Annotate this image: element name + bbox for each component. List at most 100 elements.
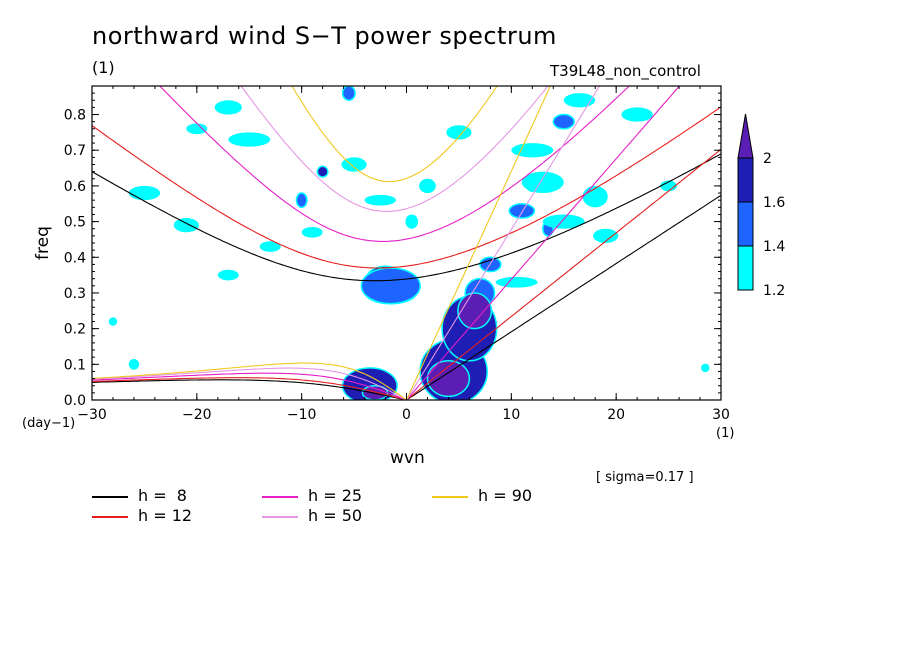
legend-swatch [262, 496, 298, 498]
legend-swatch [262, 516, 298, 518]
dispersion-curve-ig [240, 86, 549, 212]
y-tick-label: 0.7 [64, 143, 86, 159]
contour-region [508, 203, 536, 219]
legend-item-h90: h = 90 [432, 486, 572, 506]
colorbar-extension [737, 113, 754, 159]
dispersion-curve-kelvin [405, 86, 551, 400]
x-tick-label: −10 [287, 407, 317, 423]
dispersion-curve-rossby [92, 372, 407, 400]
dispersion-curve-ig [92, 106, 721, 269]
colorbar-segment [737, 157, 754, 203]
colorbar-label: 2 [763, 151, 772, 167]
axis-ticks: −30 −20 −10 0 10 20 30 0.0 0.1 0.2 0.3 0.4 0.5 0.6 0.7… [64, 86, 730, 423]
legend-label: h = 90 [478, 486, 533, 505]
dispersion-curve-kelvin [406, 86, 601, 400]
plot-area [92, 86, 721, 400]
contour-region [542, 214, 585, 229]
sigma-annotation: [ sigma=0.17 ] [596, 470, 694, 485]
x-tick-label: 0 [402, 407, 411, 423]
dispersion-curve-ig [291, 86, 498, 183]
contour-region [341, 157, 367, 172]
x-axis-unit: (1) [716, 426, 735, 441]
legend-swatch [432, 496, 468, 498]
contour-region [495, 276, 538, 288]
contour-region [217, 269, 239, 281]
contour-region [228, 132, 271, 147]
y-tick-label: 0.5 [64, 215, 86, 231]
dispersion-curve-kelvin [406, 148, 721, 400]
dispersion-curve-ig [92, 153, 721, 282]
x-tick-label: −30 [77, 407, 107, 423]
legend-item-h50: h = 50 [262, 506, 402, 526]
contour-region [186, 123, 208, 135]
x-tick-label: 30 [712, 407, 730, 423]
legend-item-h25: h = 25 [262, 486, 402, 506]
legend-label: h = 25 [308, 486, 363, 505]
dispersion-curve-ig [159, 86, 631, 242]
chart-subtitle-experiment: T39L48_non_control [550, 62, 701, 80]
chart-subtitle-units: (1) [92, 58, 115, 77]
y-tick-label: 0.1 [64, 357, 86, 373]
contour-region [341, 86, 356, 102]
contour-region [214, 100, 242, 115]
dispersion-curve-rossby [92, 362, 407, 400]
legend-item-h12: h = 12 [92, 506, 232, 526]
y-tick-label: 0.4 [64, 250, 86, 266]
contour-region [128, 358, 140, 370]
legend-label: h = 12 [138, 506, 193, 525]
contour-region [316, 165, 329, 178]
dispersion-curve-rossby [92, 367, 407, 400]
contour-region [660, 180, 677, 192]
colorbar-segment [737, 245, 754, 291]
dispersion-curve-kelvin [406, 86, 681, 400]
contour-region [405, 214, 419, 229]
contour-region [295, 192, 308, 209]
x-tick-label: 20 [607, 407, 625, 423]
contour-region [173, 218, 199, 233]
y-tick-label: 0.6 [64, 179, 86, 195]
contour-region [301, 226, 323, 238]
legend-item-h8: h = 8 [92, 486, 232, 506]
dispersion-curve-rossby [92, 379, 407, 400]
contour-region [701, 363, 710, 373]
contour-region [360, 267, 421, 305]
colorbar-label: 1.2 [763, 283, 785, 299]
x-tick-label: −20 [182, 407, 212, 423]
colorbar-segment [737, 201, 754, 247]
spectrum-contours [108, 86, 710, 400]
chart-title: northward wind S−T power spectrum [92, 22, 557, 50]
dispersion-curve-kelvin [406, 194, 721, 400]
legend-label: h = 8 [138, 486, 187, 505]
colorbar-label: 1.6 [763, 195, 785, 211]
contour-region [582, 185, 608, 208]
legend-swatch [92, 496, 128, 498]
contour-region [521, 171, 564, 194]
contour-region [259, 241, 281, 252]
dispersion-curves [92, 86, 721, 400]
contour-region [511, 143, 554, 158]
y-axis-title: freq [33, 226, 53, 260]
y-tick-label: 0.2 [64, 322, 86, 338]
x-axis-title: wvn [390, 448, 425, 468]
legend-swatch [92, 516, 128, 518]
contour-region [426, 360, 471, 398]
y-tick-label: 0.0 [64, 393, 86, 409]
dispersion-curve-rossby [92, 377, 407, 400]
colorbar: 1.2 1.4 1.6 2 [737, 113, 785, 299]
contour-region [563, 93, 596, 108]
contour-region [593, 228, 619, 243]
contour-region [457, 292, 493, 330]
y-tick-label: 0.3 [64, 286, 86, 302]
y-tick-label: 0.8 [64, 108, 86, 124]
contour-region [108, 317, 118, 326]
contour-region [128, 185, 161, 201]
contour-region [419, 178, 436, 194]
contour-region [621, 107, 653, 122]
colorbar-label: 1.4 [763, 239, 785, 255]
x-tick-label: 10 [502, 407, 520, 423]
legend-label: h = 50 [308, 506, 363, 525]
contour-region [552, 113, 575, 130]
contour-region [364, 194, 397, 206]
y-axis-unit: (day−1) [22, 416, 76, 431]
